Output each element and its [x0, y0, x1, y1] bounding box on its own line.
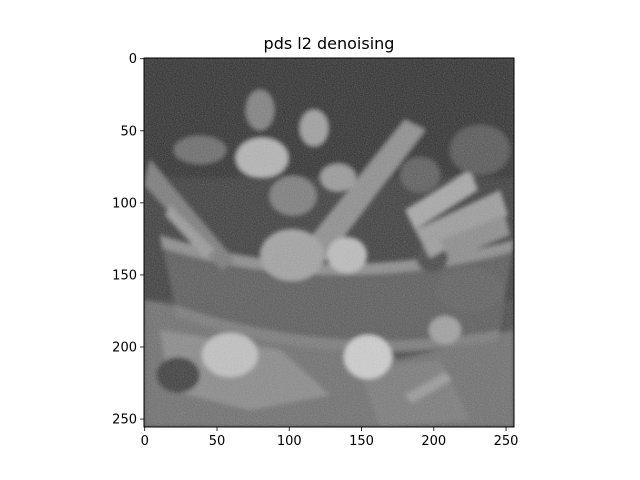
- x-tick-label: 0: [141, 434, 149, 449]
- y-tick-label: 200: [112, 341, 137, 356]
- y-axis: 0 50 100 150 200 250: [112, 52, 144, 428]
- y-tick-label: 50: [120, 124, 137, 139]
- x-axis: 0 50 100 150 200 250: [141, 427, 519, 449]
- y-tick-label: 0: [129, 52, 137, 67]
- x-tick-label: 100: [277, 434, 302, 449]
- denoised-image: [144, 58, 514, 427]
- y-tick-label: 100: [112, 196, 137, 211]
- y-tick-label: 150: [112, 268, 137, 283]
- axes-frame: [143, 57, 515, 428]
- y-tick-label: 250: [112, 413, 137, 428]
- x-tick-label: 50: [209, 434, 226, 449]
- x-tick-label: 150: [349, 434, 374, 449]
- x-tick-label: 250: [494, 434, 519, 449]
- x-tick-label: 200: [421, 434, 446, 449]
- plot-title: pds l2 denoising: [264, 34, 395, 53]
